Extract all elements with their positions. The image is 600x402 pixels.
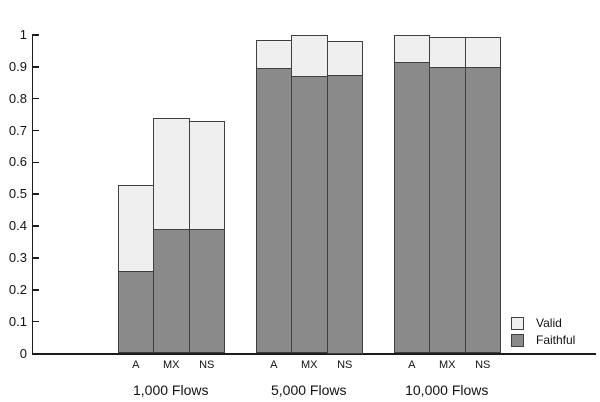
y-tick-label: 0.6 bbox=[8, 154, 27, 170]
y-tick-label: 0.7 bbox=[8, 122, 27, 138]
bar-label: A bbox=[132, 358, 140, 371]
bar-faithful-segment bbox=[153, 229, 190, 354]
group-label: 1,000 Flows bbox=[133, 381, 209, 398]
x-axis-line bbox=[31, 353, 596, 355]
y-tick bbox=[33, 257, 40, 259]
bar-valid-segment bbox=[291, 35, 328, 78]
y-tick-label: 0.1 bbox=[8, 313, 27, 329]
y-tick bbox=[33, 66, 40, 68]
y-tick bbox=[33, 193, 40, 196]
bar-label: A bbox=[408, 358, 416, 371]
legend-label-faithful: Faithful bbox=[536, 333, 576, 347]
y-tick bbox=[33, 161, 40, 164]
y-tick bbox=[33, 289, 40, 291]
bar-label: NS bbox=[199, 358, 215, 371]
y-tick-label: 0.9 bbox=[8, 58, 27, 74]
bar-label: NS bbox=[475, 358, 491, 371]
bar-valid-segment bbox=[255, 39, 292, 70]
legend-label-valid: Valid bbox=[536, 316, 562, 330]
legend-swatch-valid bbox=[511, 317, 524, 330]
legend-swatch-faithful bbox=[511, 334, 524, 347]
y-tick bbox=[33, 34, 40, 36]
bar-valid-segment bbox=[326, 41, 363, 76]
y-axis-line bbox=[31, 34, 34, 355]
y-tick-label: 0.3 bbox=[8, 249, 27, 265]
bar-faithful-segment bbox=[464, 66, 501, 354]
bar-faithful-segment bbox=[393, 62, 430, 354]
y-tick bbox=[33, 352, 40, 355]
bar-valid-segment bbox=[429, 36, 466, 68]
y-tick-label: 0 bbox=[19, 345, 27, 361]
group-label: 5,000 Flows bbox=[271, 381, 347, 398]
legend: Valid Faithful bbox=[511, 316, 575, 348]
bar-valid-segment bbox=[393, 35, 430, 64]
bar-label: MX bbox=[163, 358, 180, 371]
y-tick-label: 1 bbox=[19, 27, 27, 42]
bar-faithful-segment bbox=[429, 66, 466, 354]
bar-faithful-segment bbox=[188, 229, 225, 354]
bar-valid-segment bbox=[188, 120, 225, 231]
y-tick bbox=[33, 225, 40, 227]
bar-faithful-segment bbox=[326, 74, 363, 354]
bar-faithful-segment bbox=[291, 76, 328, 354]
bar-label: MX bbox=[301, 358, 318, 371]
group-label: 10,000 Flows bbox=[405, 381, 489, 398]
y-tick bbox=[33, 320, 40, 323]
bar-label: MX bbox=[439, 358, 456, 371]
legend-item-valid: Valid bbox=[511, 316, 575, 331]
y-tick bbox=[33, 129, 40, 132]
bar-faithful-segment bbox=[117, 270, 154, 354]
legend-item-faithful: Faithful bbox=[511, 333, 575, 348]
bar-valid-segment bbox=[464, 36, 501, 68]
y-tick-label: 0.2 bbox=[8, 281, 27, 297]
y-tick-label: 0.5 bbox=[8, 186, 27, 202]
y-tick-label: 0.4 bbox=[8, 218, 27, 234]
y-tick-label: 0.8 bbox=[8, 90, 27, 106]
bar-label: A bbox=[270, 358, 278, 371]
bar-valid-segment bbox=[153, 117, 190, 231]
y-tick bbox=[33, 97, 40, 100]
bar-valid-segment bbox=[117, 184, 154, 272]
bar-faithful-segment bbox=[255, 68, 292, 354]
bar-label: NS bbox=[337, 358, 353, 371]
